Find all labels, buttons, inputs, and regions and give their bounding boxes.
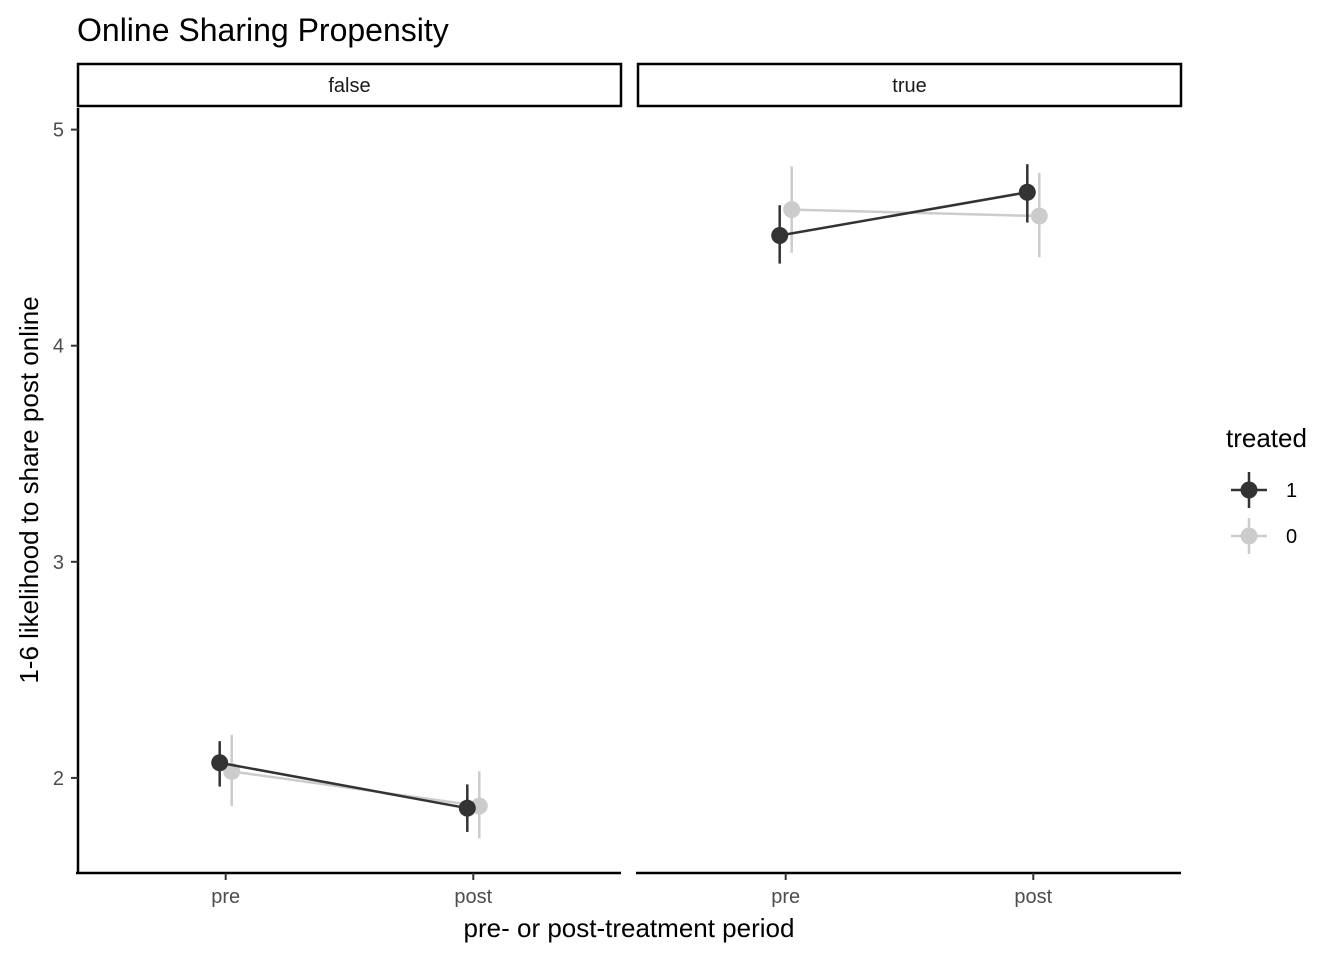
series-line (779, 191, 1028, 237)
data-point (771, 227, 789, 244)
facet-panel-false: false pre post (76, 62, 623, 908)
series-1 (211, 741, 476, 832)
x-tick-label: post (454, 886, 492, 908)
y-tick-label: 3 (53, 552, 64, 574)
data-point (211, 754, 229, 772)
data-point (1018, 183, 1036, 201)
series-line (219, 761, 468, 810)
legend-key-point (1240, 481, 1258, 499)
data-point (458, 799, 476, 817)
legend-key-1 (1231, 472, 1267, 508)
y-axis-title: 1-6 likelihood to share post online (14, 296, 44, 683)
facet-strip-label: true (892, 75, 926, 97)
facet-strip (76, 62, 623, 108)
y-axis: 2 3 4 5 (53, 120, 78, 790)
x-tick-label: post (1014, 886, 1052, 908)
legend-label: 0 (1286, 526, 1297, 548)
legend-key-0 (1231, 518, 1267, 554)
y-tick-label: 4 (53, 336, 64, 358)
facet-strip (636, 62, 1183, 108)
x-axis-title: pre- or post-treatment period (464, 913, 795, 943)
y-tick-label: 5 (53, 120, 64, 142)
x-tick-label: pre (211, 886, 240, 908)
legend-label: 1 (1286, 480, 1297, 502)
facet-panels: false pre post true pre post (76, 62, 1183, 908)
legend-title: treated (1226, 423, 1307, 453)
legend: treated 1 0 (1226, 423, 1307, 554)
facet-panel-true: true pre post (636, 62, 1183, 908)
chart-title: Online Sharing Propensity (77, 12, 449, 48)
data-point (783, 201, 801, 219)
data-point (1030, 207, 1048, 225)
y-tick-label: 2 (53, 768, 64, 790)
facet-strip-label: false (328, 75, 370, 97)
x-tick-label: pre (771, 886, 800, 908)
data-point (223, 762, 241, 780)
legend-key-point (1240, 527, 1258, 545)
series-1 (771, 164, 1036, 264)
